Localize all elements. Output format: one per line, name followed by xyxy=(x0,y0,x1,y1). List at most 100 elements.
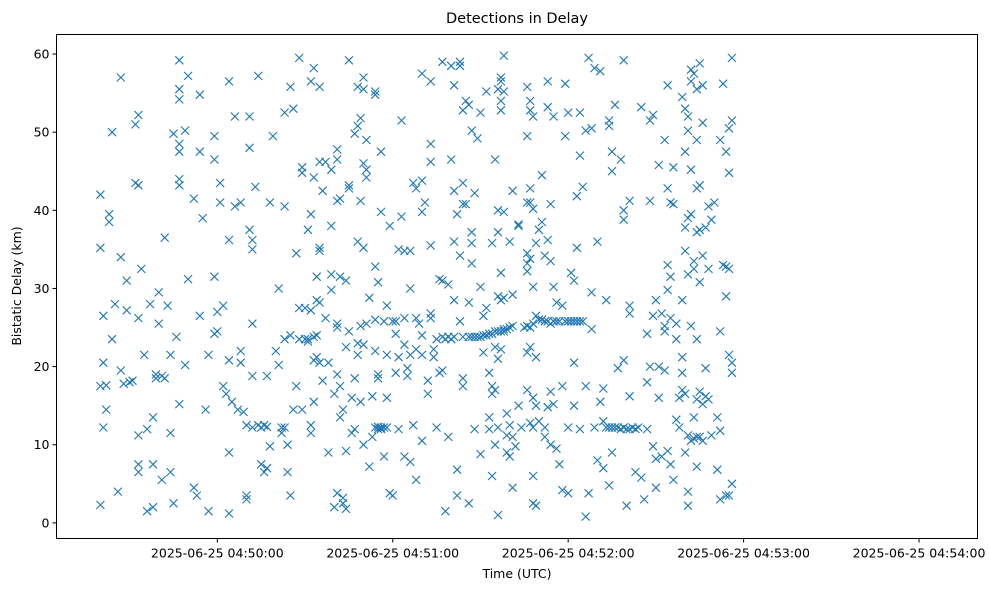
data-point xyxy=(619,355,629,365)
data-point xyxy=(508,321,517,331)
data-point xyxy=(370,346,380,356)
data-point xyxy=(522,248,532,258)
data-point xyxy=(683,213,693,223)
data-point xyxy=(557,301,567,310)
data-point xyxy=(134,180,143,190)
data-point xyxy=(116,73,126,82)
data-point xyxy=(394,245,403,254)
data-point xyxy=(546,440,555,450)
data-point xyxy=(467,227,477,237)
y-tick-label: 40 xyxy=(34,203,50,218)
data-point xyxy=(174,174,184,184)
data-point xyxy=(578,182,588,192)
x-tick-label: 2025-06-25 04:53:00 xyxy=(677,546,810,561)
data-point xyxy=(160,373,170,383)
data-point xyxy=(212,327,222,336)
data-point xyxy=(414,319,424,328)
data-point xyxy=(666,459,675,469)
data-point xyxy=(692,135,702,145)
data-point xyxy=(309,397,319,407)
data-point xyxy=(490,155,500,164)
data-point xyxy=(321,157,330,167)
data-point xyxy=(683,487,693,496)
x-axis-label: Time (UTC) xyxy=(481,566,551,581)
data-point xyxy=(245,225,254,235)
data-point xyxy=(411,313,421,323)
x-axis: 2025-06-25 04:50:00 2025-06-25 04:51:00 20… xyxy=(151,538,985,561)
data-point xyxy=(248,371,257,381)
data-point xyxy=(166,467,175,477)
data-point xyxy=(727,116,737,125)
data-point xyxy=(680,147,690,157)
data-point xyxy=(312,330,322,340)
data-point xyxy=(394,424,403,434)
data-point xyxy=(543,102,553,112)
data-point xyxy=(522,385,532,395)
data-point xyxy=(405,457,415,467)
data-point xyxy=(382,301,392,310)
data-point xyxy=(280,334,289,344)
data-point xyxy=(607,448,617,457)
data-point xyxy=(528,282,538,292)
data-point xyxy=(619,423,629,432)
data-point xyxy=(581,126,591,135)
data-point xyxy=(669,199,678,209)
data-point xyxy=(341,276,351,285)
data-point xyxy=(636,102,646,112)
data-point xyxy=(493,423,503,432)
chart-title: Detections in Delay xyxy=(446,11,588,27)
data-point xyxy=(540,316,550,326)
data-point xyxy=(148,502,158,512)
data-point xyxy=(499,324,509,334)
data-point xyxy=(423,389,433,399)
data-point xyxy=(107,334,117,344)
data-point xyxy=(262,422,272,432)
data-point xyxy=(461,96,471,106)
data-point xyxy=(318,186,327,196)
data-point xyxy=(481,330,491,340)
data-point xyxy=(306,428,316,438)
data-point xyxy=(499,87,509,96)
data-point xyxy=(581,381,591,391)
data-point xyxy=(359,340,368,350)
data-point xyxy=(710,198,719,207)
data-point xyxy=(350,424,360,434)
data-point xyxy=(557,381,567,391)
data-point xyxy=(236,346,246,356)
y-tick-label: 50 xyxy=(34,125,50,140)
data-point xyxy=(341,446,351,456)
data-point xyxy=(435,274,444,284)
data-point xyxy=(648,311,658,321)
data-point xyxy=(543,402,553,412)
data-point xyxy=(522,82,532,92)
data-point xyxy=(326,165,336,175)
data-point xyxy=(335,194,345,203)
data-point xyxy=(224,77,234,86)
data-point xyxy=(587,123,596,133)
data-point xyxy=(546,256,555,266)
data-point xyxy=(569,401,579,411)
data-point xyxy=(441,506,450,516)
data-point xyxy=(154,288,164,297)
data-point xyxy=(522,348,532,357)
data-point xyxy=(332,323,342,332)
data-point xyxy=(236,358,246,368)
data-point xyxy=(479,311,488,321)
data-point xyxy=(704,264,713,274)
data-point xyxy=(484,424,494,434)
data-point xyxy=(288,405,298,414)
data-point xyxy=(131,120,140,129)
data-point xyxy=(394,352,403,362)
data-point xyxy=(280,108,289,117)
data-point xyxy=(525,342,535,352)
data-point xyxy=(522,266,532,276)
data-point xyxy=(493,227,503,237)
data-point xyxy=(528,319,538,328)
data-point xyxy=(508,432,517,442)
data-point xyxy=(265,441,275,451)
data-point xyxy=(169,129,178,139)
data-point xyxy=(151,373,161,383)
data-point xyxy=(525,418,535,428)
data-point xyxy=(128,376,137,386)
data-point xyxy=(724,350,734,360)
